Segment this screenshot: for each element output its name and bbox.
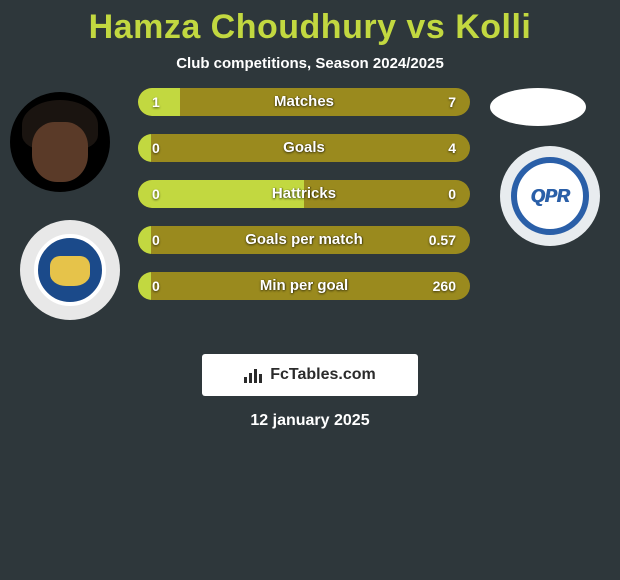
page-title: Hamza Choudhury vs Kolli [0, 0, 620, 47]
player-right-club-logo: QPR [500, 146, 600, 246]
stat-row: 1Matches7 [138, 88, 470, 116]
watermark-badge: FcTables.com [202, 354, 418, 396]
watermark-text: FcTables.com [270, 366, 376, 384]
stat-row: 0Goals per match0.57 [138, 226, 470, 254]
stat-row: 0Hattricks0 [138, 180, 470, 208]
stat-row: 0Min per goal260 [138, 272, 470, 300]
stat-value-right: 7 [448, 88, 456, 116]
player-left-club-logo [20, 220, 120, 320]
date-text: 12 january 2025 [0, 412, 620, 430]
stat-value-right: 260 [433, 272, 456, 300]
qpr-logo-text: QPR [530, 186, 569, 207]
qpr-logo-icon: QPR [511, 157, 589, 235]
stat-label: Min per goal [138, 272, 470, 300]
stat-label: Hattricks [138, 180, 470, 208]
comparison-panel: QPR 1Matches70Goals40Hattricks00Goals pe… [0, 100, 620, 340]
lcfc-logo-icon [34, 234, 106, 306]
player-left-avatar [10, 92, 110, 192]
stat-value-right: 4 [448, 134, 456, 162]
stat-value-right: 0 [448, 180, 456, 208]
comparison-bars: 1Matches70Goals40Hattricks00Goals per ma… [138, 88, 470, 318]
player-right-avatar [490, 88, 586, 126]
stat-row: 0Goals4 [138, 134, 470, 162]
stat-label: Matches [138, 88, 470, 116]
stat-label: Goals [138, 134, 470, 162]
bars-icon [244, 367, 264, 383]
subtitle: Club competitions, Season 2024/2025 [0, 55, 620, 72]
stat-value-right: 0.57 [429, 226, 456, 254]
stat-label: Goals per match [138, 226, 470, 254]
